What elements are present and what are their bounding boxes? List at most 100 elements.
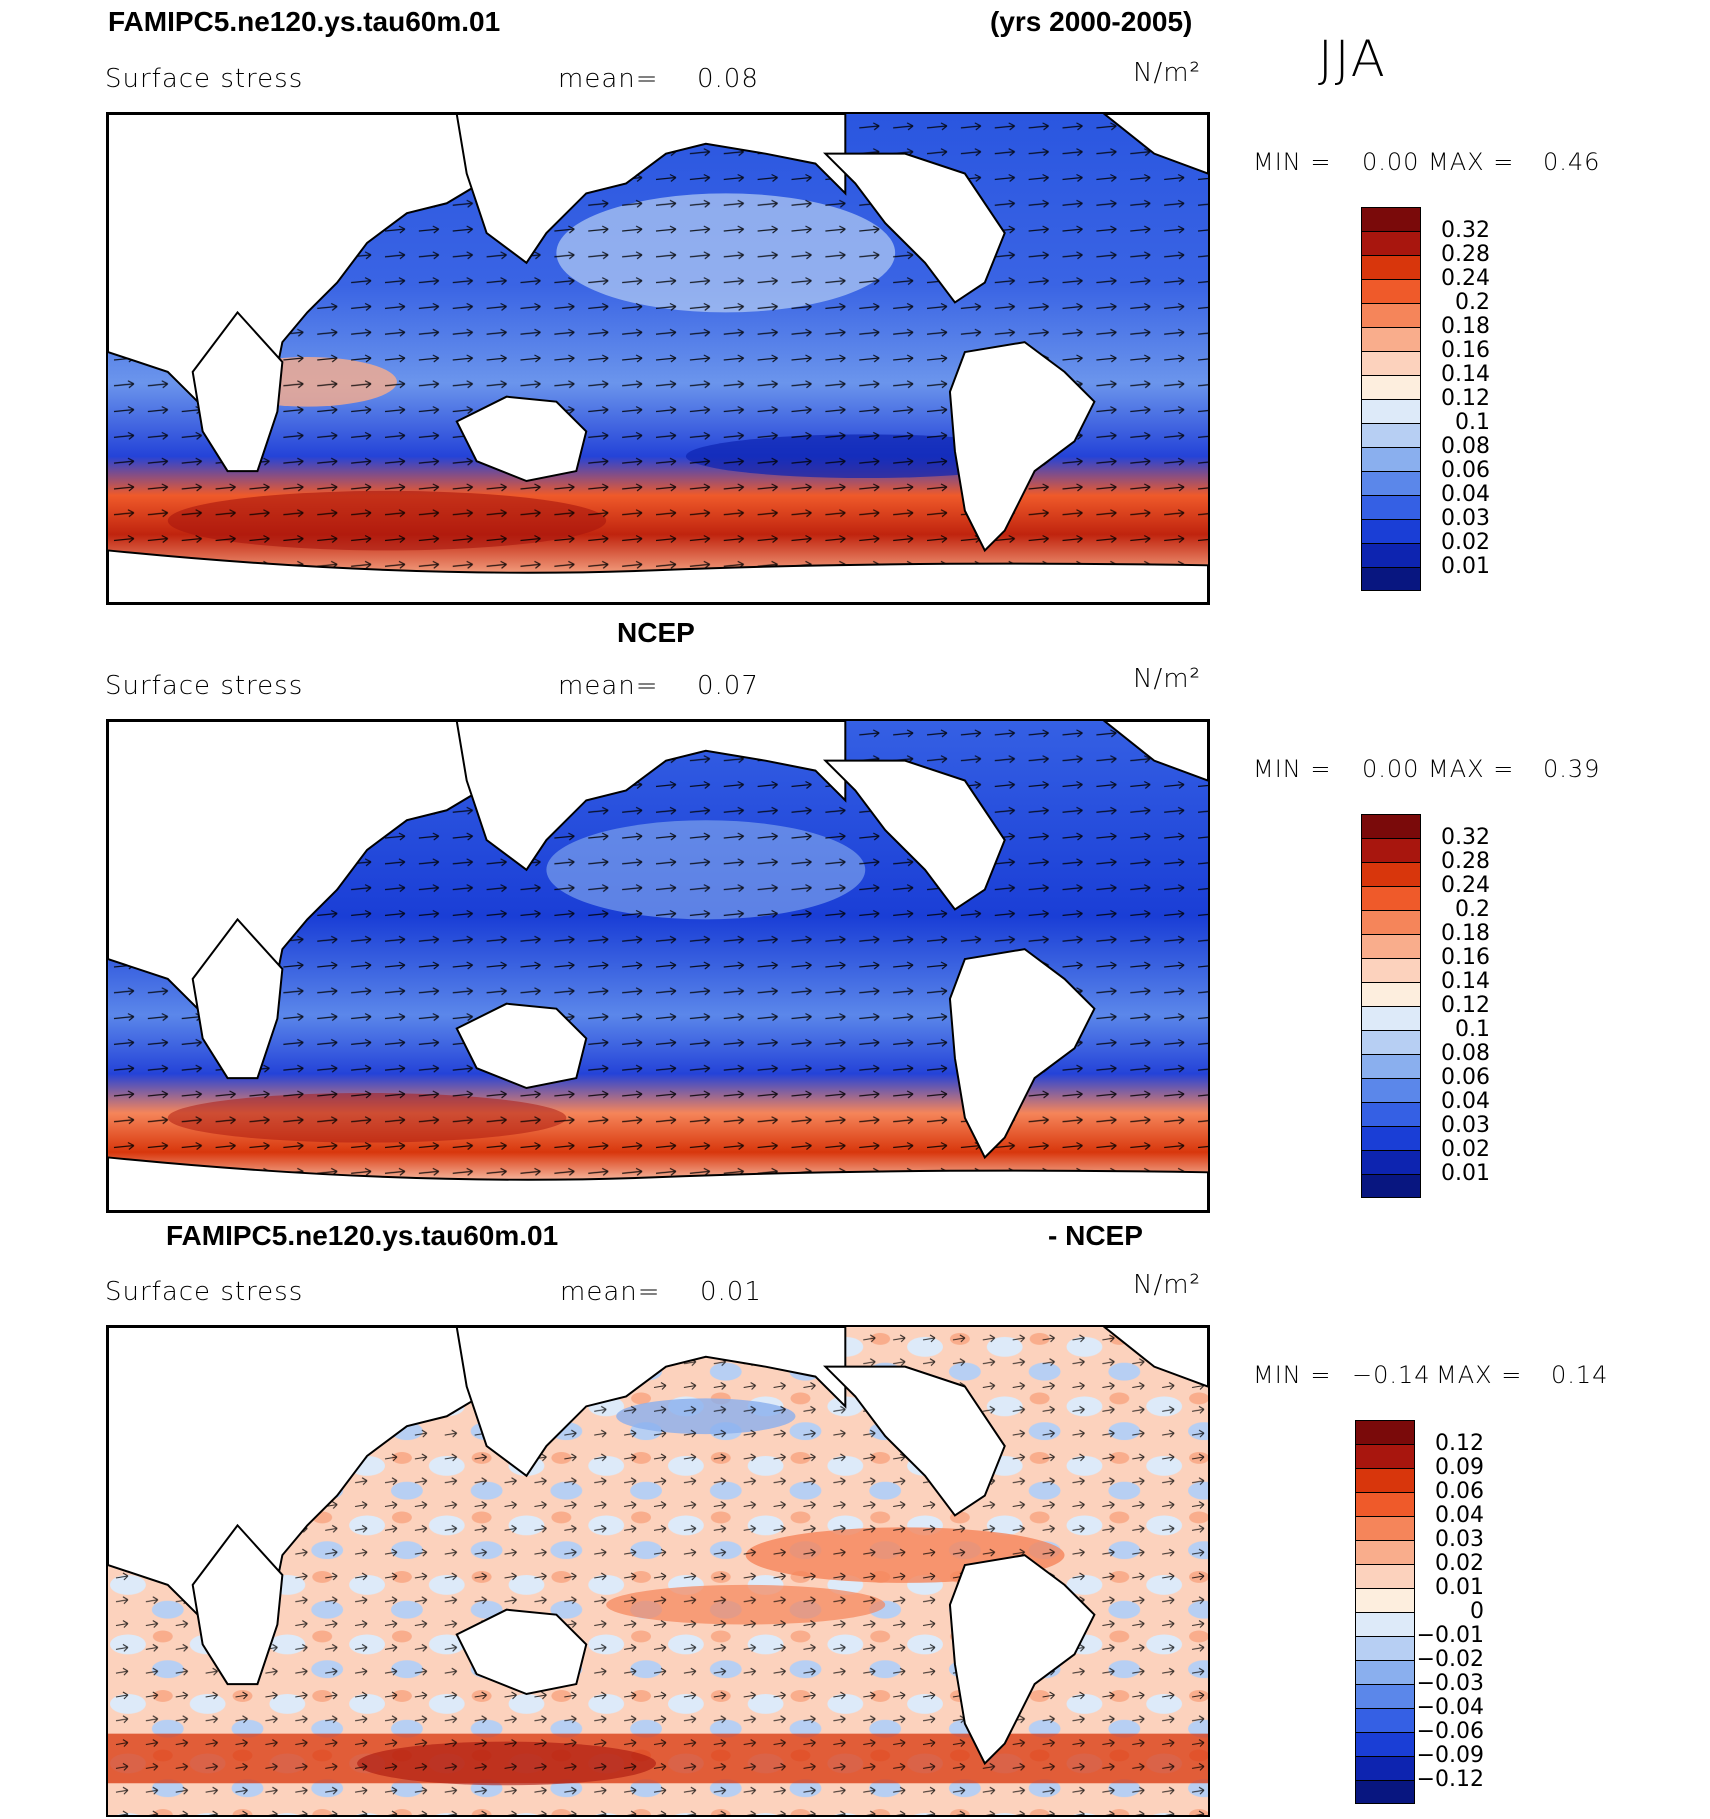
colorbar-tick-label: −0.06 bbox=[1416, 1719, 1484, 1744]
colorbar-tick-label: 0.12 bbox=[1435, 1431, 1484, 1456]
colorbar-swatch bbox=[1355, 1564, 1415, 1588]
colorbar-swatch bbox=[1361, 375, 1421, 399]
colorbar-swatch bbox=[1355, 1540, 1415, 1564]
colorbar-tick-label: 0.01 bbox=[1435, 1575, 1484, 1600]
colorbar-tick-label: 0.12 bbox=[1441, 993, 1490, 1018]
panel3-variable: Surface stress bbox=[105, 1277, 304, 1307]
panel3-mean-value: 0.01 bbox=[700, 1277, 762, 1307]
colorbar-swatch bbox=[1361, 1030, 1421, 1054]
colorbar-swatch bbox=[1355, 1468, 1415, 1492]
colorbar-swatch bbox=[1361, 447, 1421, 471]
colorbar-tick-label: 0.32 bbox=[1441, 218, 1490, 243]
colorbar-swatch bbox=[1361, 471, 1421, 495]
panel3-units: N/m² bbox=[1133, 1270, 1201, 1300]
colorbar-tick-label: 0.16 bbox=[1441, 945, 1490, 970]
colorbar-tick-label: 0.1 bbox=[1455, 1017, 1490, 1042]
colorbar-swatch bbox=[1355, 1516, 1415, 1540]
panel3-map bbox=[106, 1325, 1210, 1817]
colorbar-swatch bbox=[1361, 1102, 1421, 1126]
panel1-min-value: 0.00 bbox=[1362, 148, 1420, 176]
panel1-mean-label: mean= bbox=[558, 64, 659, 94]
panel2-min-label: MIN = bbox=[1253, 755, 1332, 783]
colorbar-tick-label: −0.12 bbox=[1416, 1767, 1484, 1792]
panel1-map-svg bbox=[108, 114, 1208, 603]
colorbar-swatch bbox=[1355, 1588, 1415, 1612]
colorbar-swatch bbox=[1361, 543, 1421, 567]
panel1-min-label: MIN = bbox=[1253, 148, 1332, 176]
colorbar-tick-label: 0.18 bbox=[1441, 314, 1490, 339]
colorbar-tick-label: 0.24 bbox=[1441, 266, 1490, 291]
panel2-variable: Surface stress bbox=[105, 671, 304, 701]
colorbar-swatch bbox=[1361, 1174, 1421, 1198]
colorbar-swatch bbox=[1361, 886, 1421, 910]
panel3-max-value: 0.14 bbox=[1551, 1361, 1609, 1389]
case-name-title: FAMIPC5.ne120.ys.tau60m.01 bbox=[108, 6, 501, 37]
colorbar-swatch bbox=[1361, 303, 1421, 327]
colorbar-swatch bbox=[1361, 838, 1421, 862]
colorbar-swatch bbox=[1361, 255, 1421, 279]
colorbar-tick-label: 0.02 bbox=[1435, 1551, 1484, 1576]
colorbar-swatch bbox=[1361, 519, 1421, 543]
colorbar-tick-label: −0.04 bbox=[1416, 1695, 1484, 1720]
panel2-colorbar bbox=[1361, 814, 1421, 1198]
colorbar-tick-label: 0.08 bbox=[1441, 1041, 1490, 1066]
colorbar-swatch bbox=[1361, 399, 1421, 423]
colorbar-tick-label: 0.02 bbox=[1441, 530, 1490, 555]
colorbar-swatch bbox=[1361, 207, 1421, 231]
colorbar-swatch bbox=[1361, 327, 1421, 351]
panel2-min-value: 0.00 bbox=[1362, 755, 1420, 783]
colorbar-swatch bbox=[1361, 231, 1421, 255]
colorbar-swatch bbox=[1361, 934, 1421, 958]
colorbar-tick-label: 0.04 bbox=[1441, 482, 1490, 507]
colorbar-tick-label: 0 bbox=[1470, 1599, 1484, 1624]
colorbar-swatch bbox=[1361, 1150, 1421, 1174]
panel3-title-right: - NCEP bbox=[1048, 1220, 1143, 1251]
colorbar-tick-label: 0.09 bbox=[1435, 1455, 1484, 1480]
colorbar-swatch bbox=[1361, 1078, 1421, 1102]
colorbar-tick-label: 0.14 bbox=[1441, 362, 1490, 387]
panel2-max-label: MAX = bbox=[1428, 755, 1515, 783]
colorbar-tick-label: 0.03 bbox=[1435, 1527, 1484, 1552]
panel1-colorbar bbox=[1361, 207, 1421, 591]
colorbar-swatch bbox=[1355, 1492, 1415, 1516]
colorbar-tick-label: 0.01 bbox=[1441, 554, 1490, 579]
panel3-mean-label: mean= bbox=[560, 1277, 661, 1307]
colorbar-swatch bbox=[1355, 1636, 1415, 1660]
colorbar-tick-label: 0.32 bbox=[1441, 825, 1490, 850]
colorbar-swatch bbox=[1355, 1732, 1415, 1756]
panel2-mean-value: 0.07 bbox=[697, 671, 759, 701]
colorbar-tick-label: −0.09 bbox=[1416, 1743, 1484, 1768]
colorbar-swatch bbox=[1361, 862, 1421, 886]
panel3-min-label: MIN = bbox=[1253, 1361, 1332, 1389]
colorbar-tick-label: 0.2 bbox=[1455, 897, 1490, 922]
colorbar-tick-label: 0.04 bbox=[1441, 1089, 1490, 1114]
colorbar-tick-label: 0.14 bbox=[1441, 969, 1490, 994]
colorbar-tick-label: 0.04 bbox=[1435, 1503, 1484, 1528]
colorbar-swatch bbox=[1355, 1420, 1415, 1444]
colorbar-swatch bbox=[1361, 1054, 1421, 1078]
colorbar-swatch bbox=[1361, 567, 1421, 591]
panel2-map bbox=[106, 719, 1210, 1213]
colorbar-tick-label: 0.06 bbox=[1441, 458, 1490, 483]
colorbar-tick-label: 0.06 bbox=[1435, 1479, 1484, 1504]
panel2-title: NCEP bbox=[617, 617, 695, 648]
colorbar-swatch bbox=[1361, 982, 1421, 1006]
colorbar-tick-label: 0.24 bbox=[1441, 873, 1490, 898]
colorbar-tick-label: 0.08 bbox=[1441, 434, 1490, 459]
colorbar-swatch bbox=[1361, 351, 1421, 375]
panel3-max-label: MAX = bbox=[1436, 1361, 1523, 1389]
panel1-max-value: 0.46 bbox=[1543, 148, 1601, 176]
panel1-variable: Surface stress bbox=[105, 64, 304, 94]
colorbar-swatch bbox=[1361, 279, 1421, 303]
colorbar-tick-label: 0.2 bbox=[1455, 290, 1490, 315]
colorbar-tick-label: 0.03 bbox=[1441, 506, 1490, 531]
colorbar-swatch bbox=[1361, 958, 1421, 982]
panel3-colorbar bbox=[1355, 1420, 1415, 1804]
colorbar-tick-label: 0.03 bbox=[1441, 1113, 1490, 1138]
panel2-units: N/m² bbox=[1133, 664, 1201, 694]
colorbar-swatch bbox=[1355, 1684, 1415, 1708]
colorbar-tick-label: −0.03 bbox=[1416, 1671, 1484, 1696]
years-label: (yrs 2000-2005) bbox=[990, 6, 1193, 37]
colorbar-tick-label: 0.01 bbox=[1441, 1161, 1490, 1186]
panel1-units: N/m² bbox=[1133, 58, 1201, 88]
